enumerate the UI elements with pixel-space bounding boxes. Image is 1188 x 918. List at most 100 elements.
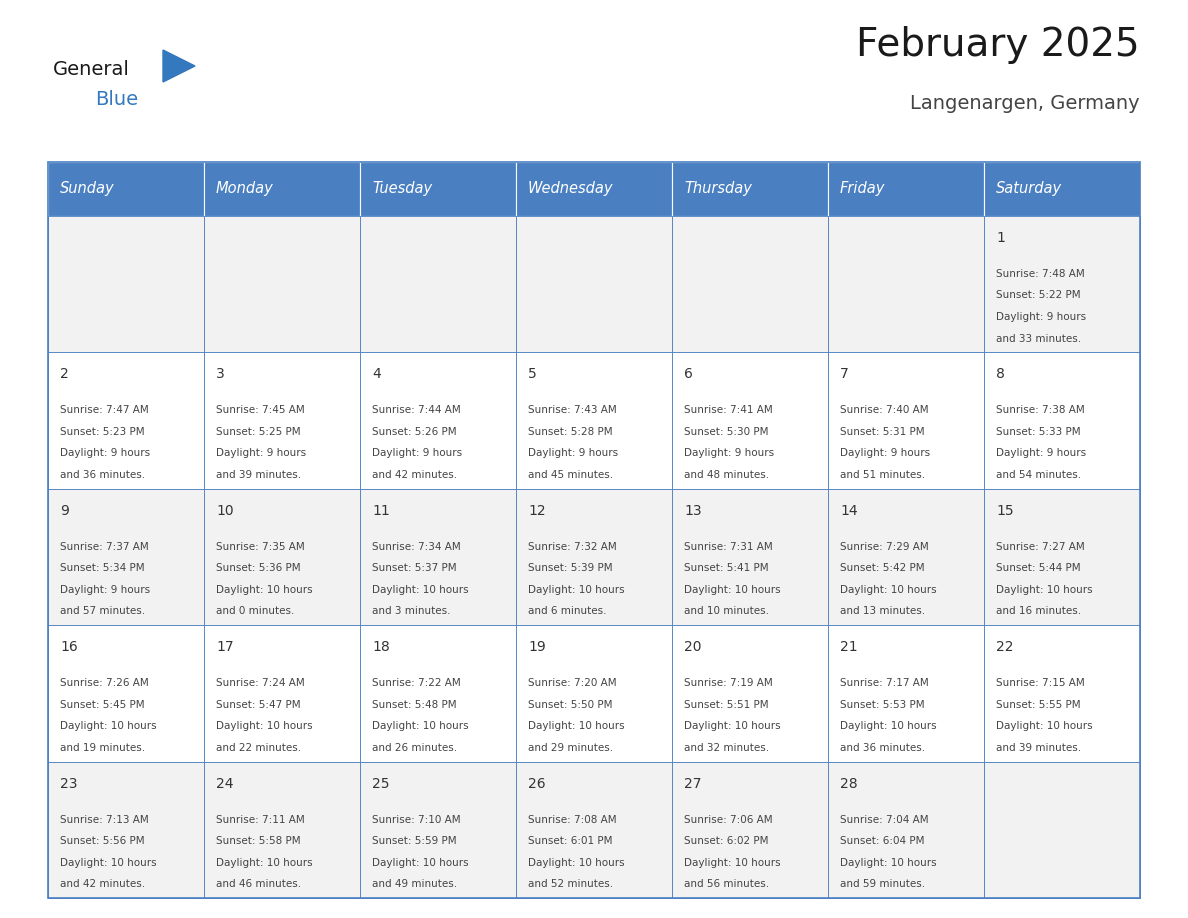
Text: 8: 8 — [996, 367, 1005, 381]
Bar — [828, 625, 984, 762]
Text: Sunset: 5:30 PM: Sunset: 5:30 PM — [684, 427, 769, 437]
Text: Daylight: 10 hours: Daylight: 10 hours — [684, 585, 781, 595]
Text: 15: 15 — [996, 504, 1013, 518]
Text: Sunset: 5:33 PM: Sunset: 5:33 PM — [996, 427, 1081, 437]
Text: Sunset: 5:53 PM: Sunset: 5:53 PM — [840, 700, 924, 710]
Text: Sunrise: 7:15 AM: Sunrise: 7:15 AM — [996, 678, 1085, 688]
Bar — [516, 162, 672, 216]
Text: and 59 minutes.: and 59 minutes. — [840, 879, 925, 890]
Text: Tuesday: Tuesday — [372, 182, 432, 196]
Text: and 29 minutes.: and 29 minutes. — [527, 743, 613, 753]
Text: 24: 24 — [216, 777, 234, 790]
Text: Daylight: 10 hours: Daylight: 10 hours — [216, 585, 312, 595]
Bar — [984, 762, 1140, 898]
Bar — [984, 216, 1140, 353]
Text: Daylight: 10 hours: Daylight: 10 hours — [216, 722, 312, 732]
Bar — [204, 488, 360, 625]
Text: and 33 minutes.: and 33 minutes. — [996, 333, 1081, 343]
Text: 27: 27 — [684, 777, 701, 790]
Text: Daylight: 9 hours: Daylight: 9 hours — [527, 448, 618, 458]
Text: Sunrise: 7:32 AM: Sunrise: 7:32 AM — [527, 542, 617, 552]
Text: Sunrise: 7:34 AM: Sunrise: 7:34 AM — [372, 542, 461, 552]
Bar — [828, 162, 984, 216]
Bar — [672, 488, 828, 625]
Text: Daylight: 10 hours: Daylight: 10 hours — [684, 857, 781, 868]
Text: and 0 minutes.: and 0 minutes. — [216, 606, 295, 616]
Text: Sunset: 5:42 PM: Sunset: 5:42 PM — [840, 564, 924, 574]
Text: Sunset: 5:55 PM: Sunset: 5:55 PM — [996, 700, 1081, 710]
Bar — [204, 762, 360, 898]
Text: Daylight: 10 hours: Daylight: 10 hours — [216, 857, 312, 868]
Text: Sunset: 6:01 PM: Sunset: 6:01 PM — [527, 836, 613, 846]
Bar — [360, 216, 516, 353]
Bar — [672, 162, 828, 216]
Text: Sunrise: 7:04 AM: Sunrise: 7:04 AM — [840, 814, 929, 824]
Bar — [984, 488, 1140, 625]
Bar — [984, 353, 1140, 488]
Text: Daylight: 9 hours: Daylight: 9 hours — [684, 448, 775, 458]
Bar — [360, 625, 516, 762]
Text: Daylight: 10 hours: Daylight: 10 hours — [996, 722, 1093, 732]
Text: Sunset: 5:58 PM: Sunset: 5:58 PM — [216, 836, 301, 846]
Text: Saturday: Saturday — [996, 182, 1062, 196]
Text: 20: 20 — [684, 640, 701, 655]
Text: 2: 2 — [61, 367, 69, 381]
Text: Daylight: 10 hours: Daylight: 10 hours — [527, 585, 625, 595]
Text: Sunrise: 7:29 AM: Sunrise: 7:29 AM — [840, 542, 929, 552]
Text: and 32 minutes.: and 32 minutes. — [684, 743, 769, 753]
Text: February 2025: February 2025 — [857, 26, 1140, 64]
Text: and 13 minutes.: and 13 minutes. — [840, 606, 925, 616]
Text: Blue: Blue — [95, 90, 138, 109]
Bar — [48, 353, 204, 488]
Bar — [360, 488, 516, 625]
Text: and 42 minutes.: and 42 minutes. — [61, 879, 145, 890]
Text: Sunday: Sunday — [61, 182, 114, 196]
Text: and 45 minutes.: and 45 minutes. — [527, 470, 613, 480]
Text: Daylight: 9 hours: Daylight: 9 hours — [372, 448, 462, 458]
Bar — [360, 162, 516, 216]
Text: Sunrise: 7:20 AM: Sunrise: 7:20 AM — [527, 678, 617, 688]
Text: Sunset: 5:39 PM: Sunset: 5:39 PM — [527, 564, 613, 574]
Text: Sunset: 5:34 PM: Sunset: 5:34 PM — [61, 564, 145, 574]
Polygon shape — [163, 50, 195, 82]
Text: Monday: Monday — [216, 182, 273, 196]
Text: 7: 7 — [840, 367, 848, 381]
Text: Daylight: 10 hours: Daylight: 10 hours — [372, 857, 468, 868]
Bar — [828, 762, 984, 898]
Text: and 10 minutes.: and 10 minutes. — [684, 606, 769, 616]
Text: Sunset: 5:45 PM: Sunset: 5:45 PM — [61, 700, 145, 710]
Text: and 22 minutes.: and 22 minutes. — [216, 743, 301, 753]
Text: Sunrise: 7:35 AM: Sunrise: 7:35 AM — [216, 542, 305, 552]
Text: Sunset: 5:47 PM: Sunset: 5:47 PM — [216, 700, 301, 710]
Text: and 39 minutes.: and 39 minutes. — [216, 470, 301, 480]
Text: 1: 1 — [996, 231, 1005, 245]
Text: Sunrise: 7:41 AM: Sunrise: 7:41 AM — [684, 406, 772, 416]
Text: and 51 minutes.: and 51 minutes. — [840, 470, 925, 480]
Bar — [672, 762, 828, 898]
Bar — [48, 762, 204, 898]
Text: Sunset: 6:04 PM: Sunset: 6:04 PM — [840, 836, 924, 846]
Text: and 42 minutes.: and 42 minutes. — [372, 470, 457, 480]
Bar — [48, 488, 204, 625]
Bar — [48, 216, 204, 353]
Bar — [48, 625, 204, 762]
Text: Daylight: 9 hours: Daylight: 9 hours — [61, 448, 150, 458]
Bar — [828, 488, 984, 625]
Bar — [516, 625, 672, 762]
Text: 23: 23 — [61, 777, 77, 790]
Text: Daylight: 10 hours: Daylight: 10 hours — [61, 722, 157, 732]
Text: Sunset: 5:44 PM: Sunset: 5:44 PM — [996, 564, 1081, 574]
Bar — [984, 625, 1140, 762]
Text: and 36 minutes.: and 36 minutes. — [840, 743, 925, 753]
Text: Friday: Friday — [840, 182, 885, 196]
Bar — [672, 625, 828, 762]
Text: Daylight: 9 hours: Daylight: 9 hours — [840, 448, 930, 458]
Text: and 6 minutes.: and 6 minutes. — [527, 606, 607, 616]
Text: and 46 minutes.: and 46 minutes. — [216, 879, 301, 890]
Text: 17: 17 — [216, 640, 234, 655]
Text: Sunrise: 7:19 AM: Sunrise: 7:19 AM — [684, 678, 772, 688]
Bar — [48, 162, 1140, 898]
Text: Daylight: 10 hours: Daylight: 10 hours — [840, 585, 936, 595]
Text: Sunset: 5:51 PM: Sunset: 5:51 PM — [684, 700, 769, 710]
Text: Wednesday: Wednesday — [527, 182, 613, 196]
